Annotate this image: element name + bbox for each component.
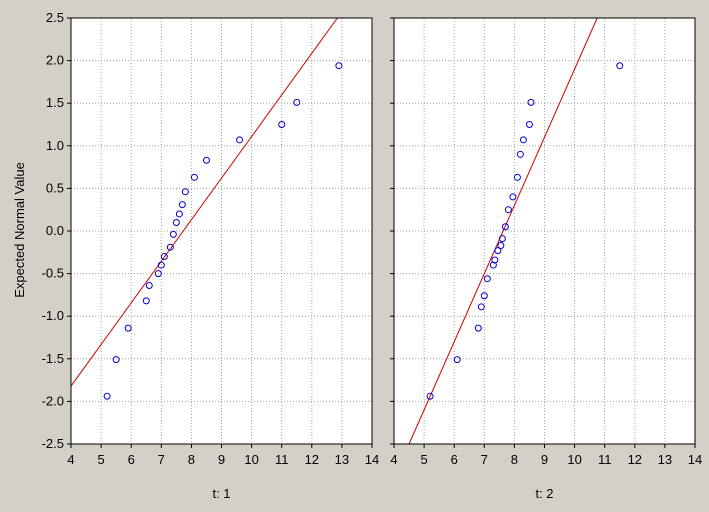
x-tick-label: 10 — [567, 452, 581, 467]
x-tick-label: 8 — [511, 452, 518, 467]
data-point — [474, 324, 482, 332]
y-tick-label: -1.5 — [42, 351, 64, 366]
data-point — [112, 356, 120, 364]
data-point — [525, 121, 533, 128]
x-tick-label: 13 — [335, 452, 349, 467]
x-tick-label: 9 — [541, 452, 548, 467]
panel-t2: 4 5 6 7 8 9 10 11 12 13 14 t: 2 — [390, 17, 702, 501]
x-tick-label: 5 — [97, 452, 104, 467]
x-tick-label: 4 — [390, 452, 397, 467]
data-point — [497, 241, 505, 249]
fit-line — [71, 18, 338, 387]
x-tick-label: 12 — [305, 452, 319, 467]
x-tick-label: 11 — [275, 452, 289, 467]
data-point — [278, 121, 286, 128]
data-point — [166, 243, 174, 251]
data-point — [154, 270, 162, 278]
x-tick-label: 12 — [628, 452, 642, 467]
data-point — [509, 193, 517, 201]
data-point — [175, 210, 183, 218]
data-point — [489, 261, 497, 269]
data-point — [145, 282, 153, 290]
x-tick-label: 9 — [218, 452, 225, 467]
data-point — [172, 218, 180, 226]
y-tick-label: 2.0 — [46, 53, 64, 68]
data-point — [616, 62, 624, 70]
data-point — [483, 275, 491, 283]
data-point — [178, 201, 186, 209]
x-axis-title: t: 1 — [212, 486, 230, 501]
x-tick-label: 14 — [365, 452, 379, 467]
data-point — [480, 292, 488, 300]
y-tick-label: -0.5 — [42, 266, 64, 281]
data-point — [519, 136, 527, 144]
data-point — [142, 297, 150, 305]
y-axis-title: Expected Normal Value — [12, 162, 27, 298]
x-tick-label: 14 — [688, 452, 702, 467]
x-tick-label: 10 — [244, 452, 258, 467]
data-point — [426, 392, 434, 400]
y-tick-label: -2.0 — [42, 393, 64, 408]
data-point — [335, 62, 343, 70]
y-tick-label: -1.0 — [42, 308, 64, 323]
x-tick-label: 4 — [67, 452, 74, 467]
data-point — [157, 261, 165, 269]
data-point — [513, 173, 521, 181]
x-tick-label: 8 — [188, 452, 195, 467]
x-tick-label: 7 — [481, 452, 488, 467]
x-tick-label: 5 — [420, 452, 427, 467]
data-point — [202, 156, 210, 164]
data-point — [504, 206, 512, 214]
fit-line — [408, 18, 598, 444]
panel-t1: 4 5 6 7 8 9 10 11 12 13 14 2.5 2.0 1.5 1.0 0.5 0.0 -0.5 -1… — [42, 10, 380, 501]
y-tick-label: 0.0 — [46, 223, 64, 238]
y-tick-label: 2.5 — [46, 10, 64, 25]
data-point — [293, 98, 301, 106]
data-point — [516, 150, 524, 158]
data-point — [169, 230, 177, 238]
data-point — [181, 188, 189, 196]
x-axis-title: t: 2 — [535, 486, 553, 501]
data-point — [160, 253, 168, 261]
x-tick-label: 6 — [451, 452, 458, 467]
data-point — [190, 173, 198, 181]
x-tick-label: 11 — [598, 452, 612, 467]
x-tick-label: 7 — [158, 452, 165, 467]
data-point — [501, 223, 509, 231]
data-point — [494, 247, 502, 255]
data-point — [124, 324, 132, 332]
data-point — [498, 235, 506, 243]
data-point — [453, 356, 461, 364]
y-tick-label: 1.0 — [46, 138, 64, 153]
x-tick-label: 13 — [658, 452, 672, 467]
data-point — [103, 392, 111, 400]
data-point — [236, 136, 244, 144]
y-tick-label: 1.5 — [46, 95, 64, 110]
data-point — [477, 303, 485, 311]
data-point — [491, 256, 499, 264]
y-tick-label: -2.5 — [42, 436, 64, 451]
x-tick-label: 6 — [128, 452, 135, 467]
y-tick-label: 0.5 — [46, 180, 64, 195]
data-point — [527, 98, 535, 106]
